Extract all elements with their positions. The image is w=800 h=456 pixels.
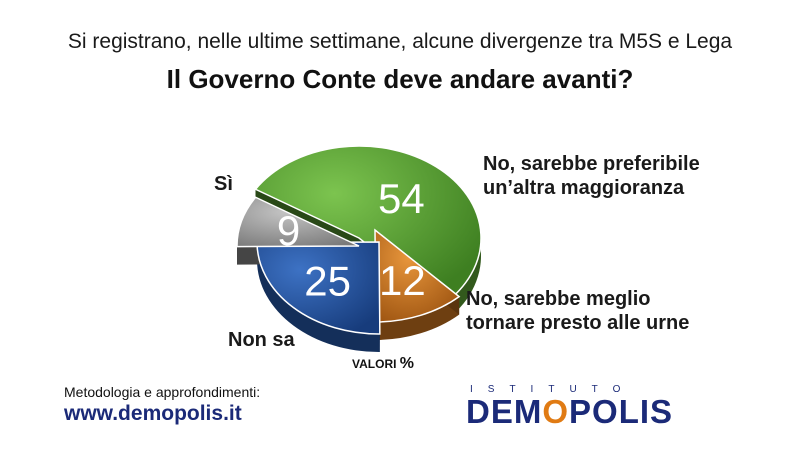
logo-istituto: ISTITUTO [470, 384, 636, 395]
valori-text: VALORI [352, 357, 397, 371]
website-link[interactable]: www.demopolis.it [64, 402, 242, 425]
label-si: Sì [214, 173, 233, 195]
valori-note: VALORI % [352, 355, 414, 373]
demopolis-logo: ISTITUTO DEMOPOLIS [466, 384, 698, 429]
slice-tornare-alle-urne [256, 241, 381, 335]
label-tornare-alle-urne-line1: No, sarebbe meglio [466, 288, 651, 310]
methodology-text: Metodologia e approfondimenti: [64, 384, 261, 400]
slice-non-sa [236, 196, 360, 248]
slice-altra-maggioranza-value-label: 12 [379, 257, 426, 304]
slice-non-sa-value-label: 9 [277, 207, 300, 254]
label-tornare-alle-urne: No, sarebbe meglio tornare presto alle u… [466, 287, 746, 335]
slice-tornare-alle-urne-side [257, 242, 380, 352]
label-altra-maggioranza-line2: un’altra maggioranza [483, 177, 685, 199]
valori-pct: % [399, 355, 415, 372]
label-non-sa: Non sa [228, 329, 295, 351]
slice-si [254, 145, 482, 306]
slice-altra-maggioranza-side [375, 296, 460, 340]
chart-title: Il Governo Conte deve andare avanti? [166, 64, 634, 94]
logo-demopolis: DEMOPOLIS [466, 393, 674, 430]
label-altra-maggioranza: No, sarebbe preferibile un’altra maggior… [483, 152, 753, 200]
label-tornare-alle-urne-line2: tornare presto alle urne [466, 312, 690, 334]
slice-si-value-label: 54 [378, 175, 425, 222]
slice-tornare-alle-urne-value-label: 25 [304, 257, 351, 304]
chart-subtitle: Si registrano, nelle ultime settimane, a… [67, 30, 733, 53]
label-altra-maggioranza-line1: No, sarebbe preferibile [483, 153, 700, 175]
